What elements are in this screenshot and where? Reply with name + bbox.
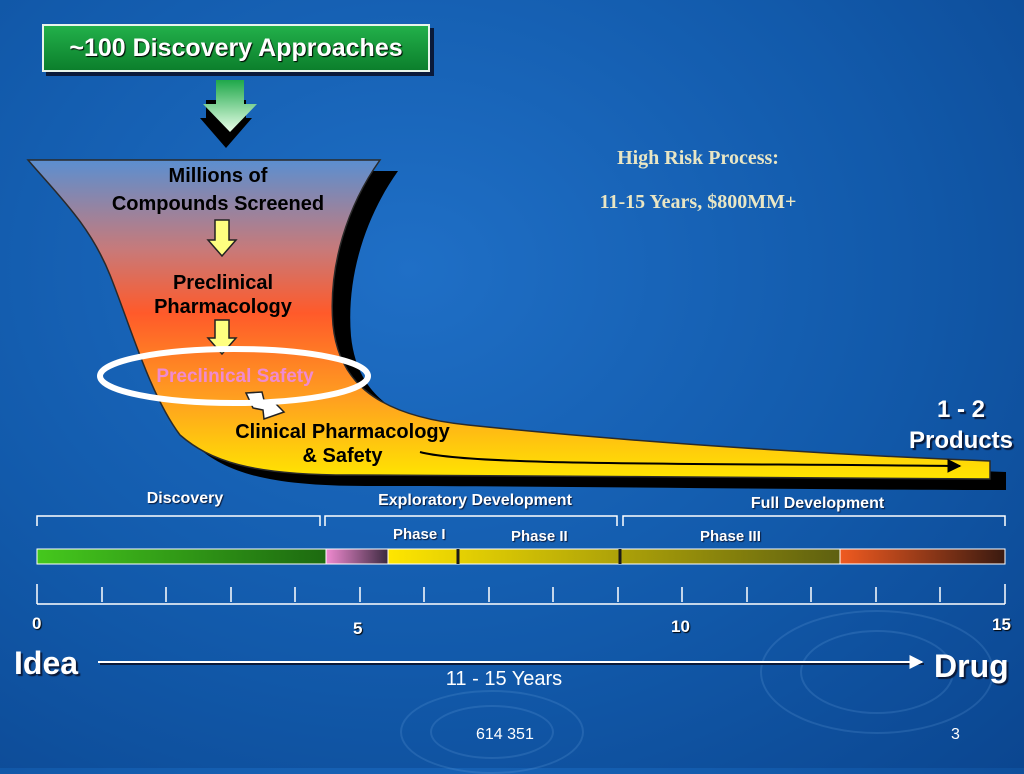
year-tick-10: 10 xyxy=(671,617,690,636)
phase-three-label: Phase III xyxy=(700,528,761,545)
year-tick-5: 5 xyxy=(353,619,363,638)
phase-full-development: Full Development xyxy=(750,495,885,512)
products-count: 1 - 2 xyxy=(936,396,986,423)
products-text: Products xyxy=(908,427,1013,454)
discovery-bracket xyxy=(36,515,321,526)
year-tick-0: 0 xyxy=(32,614,42,633)
year-axis xyxy=(36,584,1006,605)
exploratory-bracket xyxy=(324,515,618,526)
stage-pharmacology-line1: Preclinical xyxy=(172,272,274,294)
stage-arrow-icon xyxy=(244,391,286,421)
timeline-bar xyxy=(36,548,1006,565)
phase-discovery: Discovery xyxy=(146,490,224,507)
idea-label: Idea xyxy=(14,645,79,681)
stage-compounds-line1: Millions of xyxy=(168,165,268,187)
phase-one-label: Phase I xyxy=(393,526,446,543)
cost-duration-label: 11-15 Years, $800MM+ xyxy=(599,191,797,213)
duration-label: 11 - 15 Years xyxy=(445,668,563,690)
stage-clinical-pharmacology: Clinical Pharmacology & Safety xyxy=(205,420,480,468)
ripple-decoration xyxy=(760,610,994,734)
stage-preclinical-pharmacology: Preclinical Pharmacology xyxy=(100,271,346,319)
full-bracket xyxy=(622,515,1006,526)
ripple-decoration xyxy=(430,705,554,759)
discovery-approaches-box: ~100 Discovery Approaches xyxy=(42,24,430,72)
stage-arrow-icon xyxy=(206,319,238,356)
stage-preclinical-safety: Preclinical Safety xyxy=(156,366,314,387)
highlight-ring xyxy=(97,346,371,406)
high-risk-label: High Risk Process: xyxy=(617,147,779,169)
idea-to-drug-arrow xyxy=(98,655,924,669)
phase-two-label: Phase II xyxy=(511,528,568,545)
page-number: 3 xyxy=(951,726,960,743)
year-tick-15: 15 xyxy=(992,615,1011,634)
products-label: 1 - 2 Products xyxy=(898,394,1024,456)
clinical-arrow xyxy=(419,451,962,473)
stage-clinical-line1: Clinical Pharmacology xyxy=(235,421,450,443)
stage-compounds-screened: Millions of Compounds Screened xyxy=(70,163,366,219)
stage-arrow-icon xyxy=(206,219,238,258)
phase-exploratory-development: Exploratory Development xyxy=(378,492,572,509)
drug-label: Drug xyxy=(934,648,1009,684)
ripple-decoration xyxy=(800,630,954,714)
footer-code: 614 351 xyxy=(476,726,534,743)
stage-clinical-line2: & Safety xyxy=(302,445,383,467)
down-arrow-icon xyxy=(200,80,257,148)
stage-pharmacology-line2: Pharmacology xyxy=(154,296,292,318)
stage-compounds-line2: Compounds Screened xyxy=(111,193,325,215)
